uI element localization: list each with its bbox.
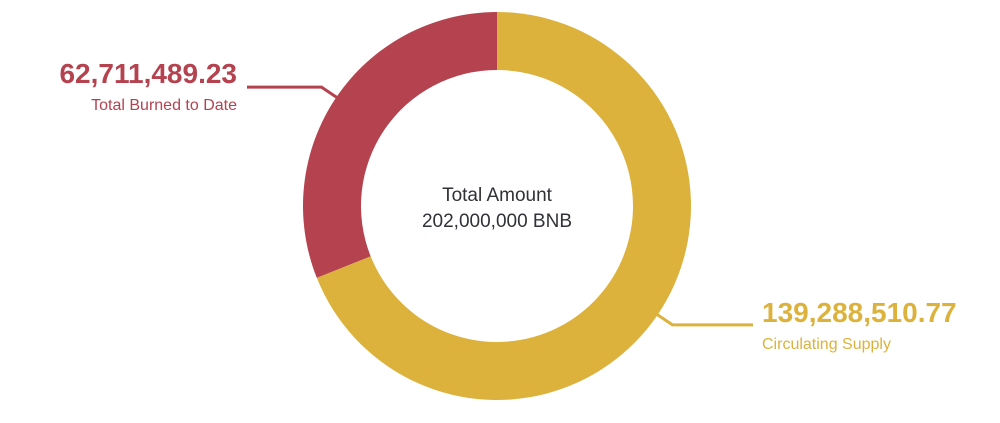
burned-caption: Total Burned to Date: [91, 97, 237, 114]
center-label-title: Total Amount: [442, 185, 552, 206]
center-label-total: 202,000,000 BNB: [421, 211, 572, 232]
burned-value: 62,711,489.23: [59, 58, 237, 89]
circulating-value: 139,288,510.77: [762, 297, 957, 328]
donut-segment-burned[interactable]: [303, 12, 497, 278]
donut-segment-circulating[interactable]: [316, 12, 692, 401]
burned-callout: 62,711,489.23 Total Burned to Date: [59, 57, 237, 116]
leader-line-circulating: [655, 312, 753, 327]
donut-center-label: Total Amount 202,000,000 BNB: [347, 183, 647, 235]
leader-line-burned: [247, 85, 339, 100]
circulating-callout: 139,288,510.77 Circulating Supply: [762, 296, 957, 355]
circulating-caption: Circulating Supply: [762, 336, 891, 353]
